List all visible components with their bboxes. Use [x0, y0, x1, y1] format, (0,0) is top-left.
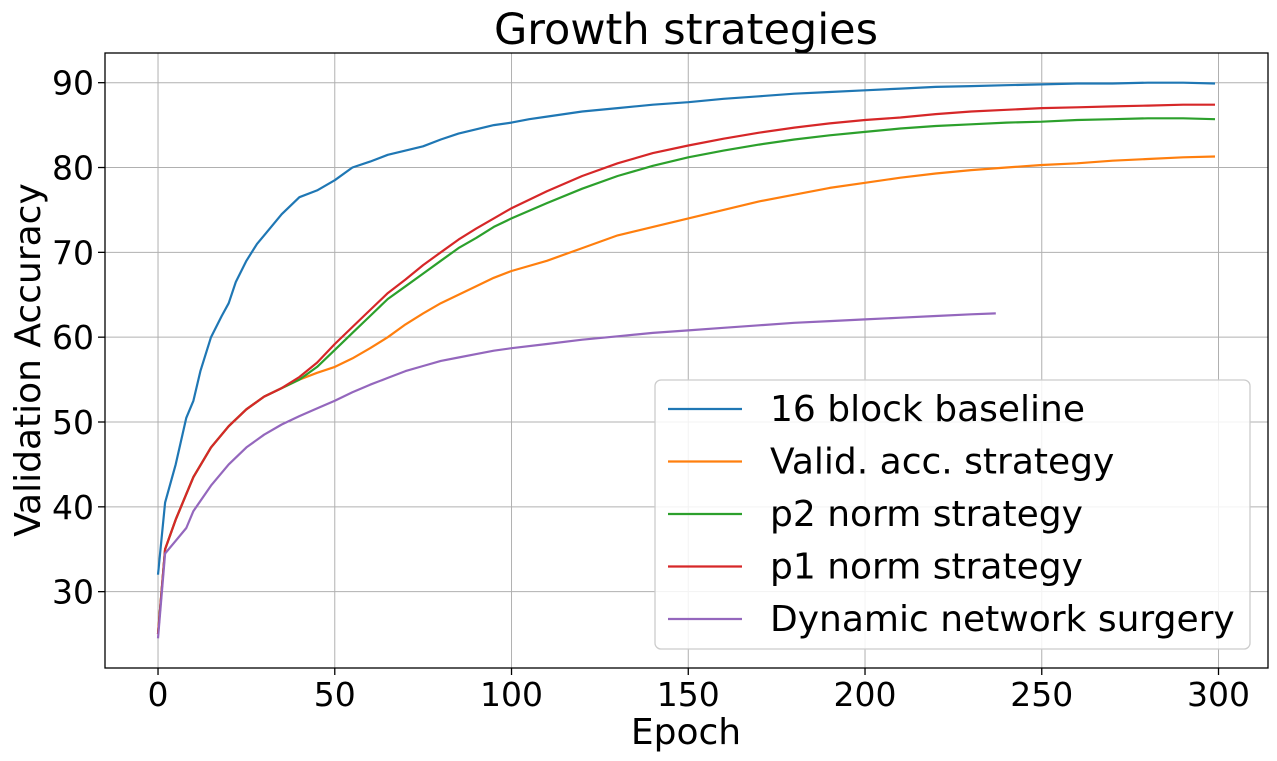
- series-line-4: [156, 103, 1215, 635]
- y-tick-label: 90: [52, 64, 94, 103]
- x-tick-label: 200: [834, 675, 897, 714]
- axis-ticks: 0 50 100 150 200 250 300 30 40 50 60 70 80 90: [52, 64, 1250, 714]
- plot-frame: [104, 52, 1269, 669]
- legend-label-4: p1 norm strategy: [770, 547, 1083, 588]
- legend: 16 block baseline Valid. acc. strategy p2 …: [654, 379, 1251, 650]
- legend-label-3: p2 norm strategy: [770, 494, 1083, 535]
- legend-box: [654, 379, 1251, 650]
- y-tick-label: 80: [52, 149, 94, 188]
- x-tick-label: 250: [1010, 675, 1073, 714]
- y-tick-label: 50: [52, 403, 94, 442]
- x-tick-label: 100: [480, 675, 543, 714]
- legend-label-1: 16 block baseline: [770, 389, 1085, 430]
- series-line-5: [156, 312, 996, 639]
- chart-title: Growth strategies: [494, 5, 878, 55]
- x-tick-label: 300: [1187, 675, 1250, 714]
- x-axis-title: Epoch: [631, 712, 741, 753]
- y-axis-title: Validation Accuracy: [8, 183, 49, 537]
- y-tick-label: 70: [52, 233, 94, 272]
- x-tick-label: 150: [657, 675, 720, 714]
- x-tick-label: 0: [148, 675, 169, 714]
- x-tick-label: 50: [314, 675, 356, 714]
- series-lines: [156, 81, 1216, 639]
- y-tick-label: 30: [52, 573, 94, 612]
- series-line-1: [156, 81, 1216, 575]
- y-tick-label: 60: [52, 318, 94, 357]
- legend-label-2: Valid. acc. strategy: [770, 442, 1114, 483]
- legend-label-5: Dynamic network surgery: [770, 599, 1235, 640]
- y-tick-label: 40: [52, 488, 94, 527]
